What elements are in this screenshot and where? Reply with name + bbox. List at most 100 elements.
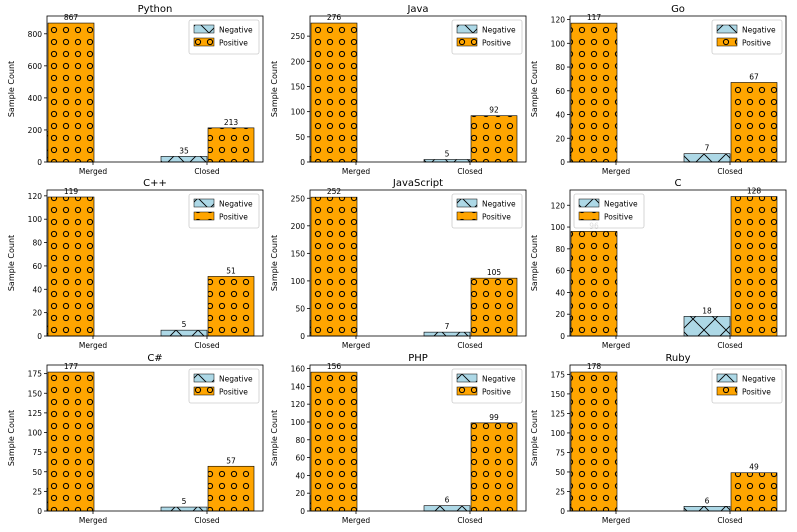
bar-negative-closed xyxy=(683,506,731,512)
bar-negative-closed xyxy=(683,316,731,337)
legend-swatch-negative xyxy=(193,24,215,34)
legend-label-positive: Positive xyxy=(742,388,771,397)
data-label: 99 xyxy=(489,413,499,422)
data-label: 867 xyxy=(64,13,79,22)
x-tick-label: Merged xyxy=(342,167,370,176)
y-tick-label: 100 xyxy=(28,429,43,438)
data-label: 6 xyxy=(445,496,450,505)
bar-positive-closed xyxy=(730,196,778,337)
y-axis-label: Sample Count xyxy=(7,61,16,117)
legend-label-negative: Negative xyxy=(742,375,776,384)
legend-swatch-positive xyxy=(193,211,215,221)
legend-label-positive: Positive xyxy=(482,388,511,397)
plot-frame xyxy=(46,189,264,337)
legend-swatch-negative xyxy=(456,198,478,208)
bar-positive-closed xyxy=(470,277,518,337)
bar-positive-merged xyxy=(310,371,358,512)
y-tick-label: 40 xyxy=(32,285,42,294)
chart-title: C# xyxy=(147,353,162,364)
y-tick-label: 40 xyxy=(555,111,565,120)
legend-label-positive: Positive xyxy=(482,213,511,222)
y-tick-label: 50 xyxy=(555,468,565,477)
x-tick-label: Closed xyxy=(457,341,482,350)
y-axis-label: Sample Count xyxy=(7,235,16,291)
x-tick-label: Closed xyxy=(457,167,482,176)
data-label: 7 xyxy=(705,144,710,153)
y-tick-label: 160 xyxy=(291,365,306,374)
data-label: 252 xyxy=(327,187,342,196)
bar-positive-merged xyxy=(47,22,95,163)
data-label: 213 xyxy=(224,118,239,127)
x-tick-label: Merged xyxy=(342,341,370,350)
legend-label-negative: Negative xyxy=(482,200,516,209)
y-tick-label: 100 xyxy=(551,223,566,232)
data-label: 57 xyxy=(226,456,236,465)
y-tick-label: 50 xyxy=(295,304,305,313)
y-tick-label: 75 xyxy=(32,448,42,457)
y-tick-label: 100 xyxy=(291,108,306,117)
y-tick-label: 150 xyxy=(291,249,306,258)
legend-swatch-negative xyxy=(716,24,738,34)
chart-title: Ruby xyxy=(665,353,690,364)
y-tick-label: 0 xyxy=(300,158,305,167)
bar-negative-closed xyxy=(423,505,471,512)
y-tick-label: 150 xyxy=(28,389,43,398)
y-tick-label: 175 xyxy=(551,370,566,379)
y-tick-label: 60 xyxy=(555,267,565,276)
chart-title: C xyxy=(675,178,682,189)
y-tick-label: 80 xyxy=(555,63,565,72)
legend-swatch-positive xyxy=(456,37,478,47)
y-tick-label: 400 xyxy=(28,94,43,103)
x-tick-label: Closed xyxy=(457,516,482,525)
y-tick-label: 175 xyxy=(28,370,43,379)
data-label: 18 xyxy=(702,306,712,315)
data-label: 105 xyxy=(487,268,502,277)
y-tick-label: 150 xyxy=(291,82,306,91)
legend-label-negative: Negative xyxy=(604,200,638,209)
x-tick-label: Merged xyxy=(602,167,630,176)
data-label: 276 xyxy=(327,13,342,22)
chart-panel-3: C++Sample Count02040608010012019511951Me… xyxy=(7,178,264,350)
y-tick-label: 200 xyxy=(291,57,306,66)
y-tick-label: 20 xyxy=(32,309,42,318)
x-tick-label: Merged xyxy=(602,341,630,350)
y-axis-label: Sample Count xyxy=(270,61,279,117)
legend: Negative Positive xyxy=(188,193,260,229)
legend: Negative Positive xyxy=(711,19,783,55)
y-tick-label: 20 xyxy=(555,134,565,143)
legend: Negative Positive xyxy=(451,368,523,404)
x-tick-label: Closed xyxy=(194,167,219,176)
bar-positive-merged xyxy=(310,22,358,163)
bar-positive-closed xyxy=(730,82,778,163)
y-tick-label: 80 xyxy=(32,239,42,248)
bar-negative-closed xyxy=(423,331,471,337)
bar-negative-closed xyxy=(160,329,208,337)
y-tick-label: 100 xyxy=(28,215,43,224)
y-tick-label: 100 xyxy=(291,277,306,286)
chart-title: Python xyxy=(138,4,173,15)
data-label: 35 xyxy=(179,146,189,155)
legend-label-negative: Negative xyxy=(482,375,516,384)
data-label: 51 xyxy=(226,266,236,275)
data-label: 49 xyxy=(749,463,759,472)
y-tick-label: 40 xyxy=(555,288,565,297)
y-tick-label: 80 xyxy=(295,436,305,445)
y-tick-label: 0 xyxy=(560,507,565,516)
legend-label-negative: Negative xyxy=(742,26,776,35)
data-label: 119 xyxy=(64,187,79,196)
data-label: 178 xyxy=(587,362,602,371)
bar-positive-merged xyxy=(47,196,95,337)
y-tick-label: 125 xyxy=(551,409,566,418)
data-label: 5 xyxy=(182,320,187,329)
y-tick-label: 60 xyxy=(295,454,305,463)
y-tick-label: 120 xyxy=(28,192,43,201)
legend: Negative Positive xyxy=(188,368,260,404)
bar-positive-closed xyxy=(207,276,255,337)
plot-frame xyxy=(569,189,787,337)
y-axis-label: Sample Count xyxy=(530,61,539,117)
data-label: 5 xyxy=(445,149,450,158)
y-tick-label: 800 xyxy=(28,30,43,39)
data-label: 156 xyxy=(327,362,342,371)
